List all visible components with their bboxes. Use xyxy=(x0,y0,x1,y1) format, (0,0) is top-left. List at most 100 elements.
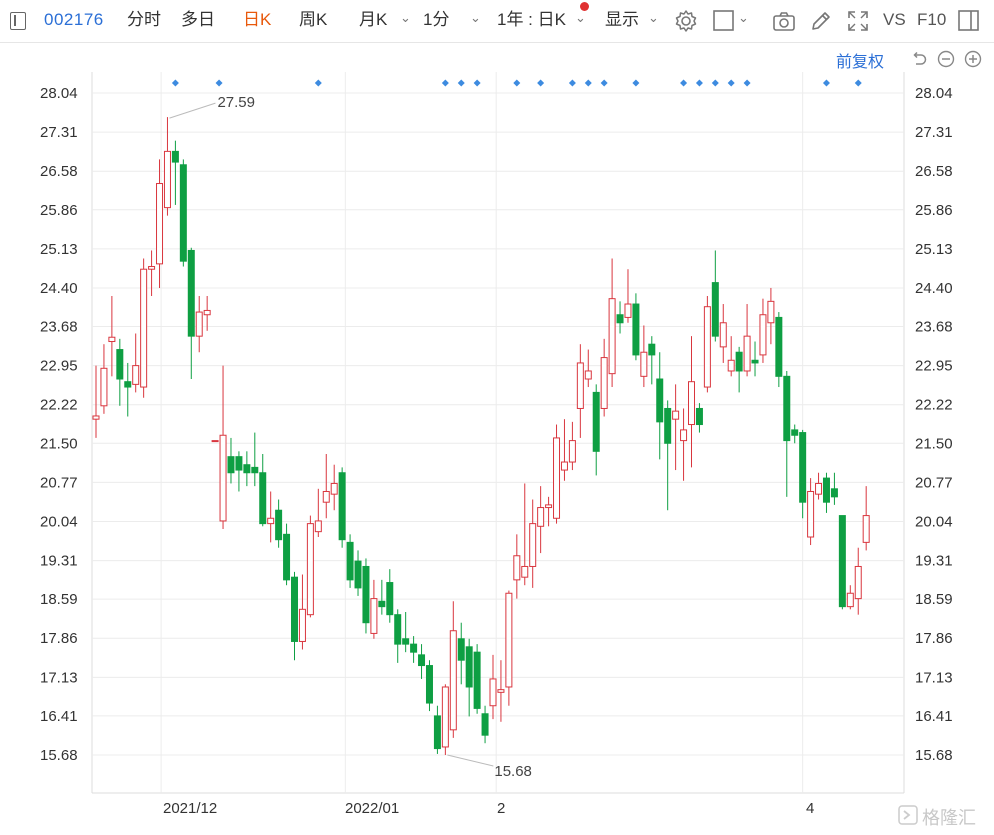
candle xyxy=(513,534,521,599)
candle xyxy=(433,705,441,754)
candle-body xyxy=(346,541,354,581)
candle xyxy=(672,384,680,471)
y-tick-label-left: 16.41 xyxy=(40,708,78,725)
chevron-down-icon[interactable]: ⌄ xyxy=(575,10,586,25)
chevron-down-icon[interactable]: ⌄ xyxy=(648,10,659,25)
candle-body xyxy=(791,429,799,436)
candle xyxy=(306,515,314,618)
candle xyxy=(362,558,370,634)
y-tick-label-right: 24.40 xyxy=(915,280,953,297)
candle-body xyxy=(92,415,100,420)
candle-body xyxy=(203,309,211,316)
candle xyxy=(624,269,632,323)
fullscreen-icon[interactable] xyxy=(846,9,870,33)
candle-body xyxy=(537,507,545,527)
candle xyxy=(815,472,823,500)
price-adjust-button[interactable]: 前复权 xyxy=(836,54,885,71)
candle-body xyxy=(838,515,846,608)
tab-intraday[interactable]: 分时 xyxy=(127,10,161,29)
candle-body xyxy=(719,322,727,348)
candle-body xyxy=(521,565,529,578)
event-marker xyxy=(457,79,465,87)
tab-one-minute[interactable]: 1分 xyxy=(423,10,450,29)
pencil-icon[interactable] xyxy=(809,9,833,33)
candle xyxy=(179,159,187,267)
candle xyxy=(791,424,799,444)
candle xyxy=(465,638,473,717)
stock-code[interactable]: 002176 xyxy=(44,10,104,29)
candle-body xyxy=(529,523,537,567)
checkbox-icon[interactable] xyxy=(712,9,736,33)
candle xyxy=(283,523,291,586)
zoom-out-icon[interactable] xyxy=(937,50,955,68)
candle xyxy=(346,534,354,588)
candle-body xyxy=(235,456,243,471)
candle-body xyxy=(648,343,656,356)
candlestick-chart[interactable]: 28.04 28.04 27.31 27.31 26.58 26.58 25.86 25.86… xyxy=(0,42,994,835)
candle xyxy=(314,488,322,538)
candle-body xyxy=(545,504,553,509)
undo-icon[interactable] xyxy=(910,50,928,68)
camera-icon[interactable] xyxy=(772,9,796,33)
y-tick-label-right: 19.31 xyxy=(915,553,953,570)
candle xyxy=(219,365,227,529)
candle xyxy=(616,301,624,334)
tab-weekly-k[interactable]: 周K xyxy=(299,10,328,29)
zoom-in-icon[interactable] xyxy=(964,50,982,68)
candle xyxy=(457,622,465,685)
y-tick-label-left: 17.13 xyxy=(40,669,78,686)
tab-daily-k[interactable]: 日K xyxy=(243,10,272,29)
candle xyxy=(322,453,330,519)
y-tick-label-right: 22.22 xyxy=(915,397,953,414)
candle xyxy=(338,467,346,548)
chevron-down-icon[interactable]: ⌄ xyxy=(400,10,411,25)
y-tick-label-right: 27.31 xyxy=(915,124,953,141)
y-tick-label-right: 17.86 xyxy=(915,630,953,647)
candle-body xyxy=(751,359,759,364)
vs-compare-button[interactable]: VS xyxy=(883,10,906,29)
y-tick-label-left: 20.04 xyxy=(40,513,78,530)
candle-body xyxy=(656,378,664,423)
candle xyxy=(124,362,132,417)
candle-body xyxy=(330,482,338,495)
settings-gear-icon[interactable] xyxy=(674,9,698,33)
y-tick-label-left: 21.50 xyxy=(40,435,78,452)
candle-body xyxy=(171,150,179,163)
candle xyxy=(680,408,688,481)
y-tick-label-left: 18.59 xyxy=(40,591,78,608)
y-tick-label-left: 25.13 xyxy=(40,241,78,258)
candle xyxy=(402,611,410,653)
low-price-label: 15.68 xyxy=(494,763,532,780)
candle-body xyxy=(711,282,719,337)
event-marker xyxy=(695,79,703,87)
y-tick-label-left: 24.40 xyxy=(40,280,78,297)
candle-body xyxy=(664,407,672,444)
notification-dot xyxy=(580,2,589,11)
candle xyxy=(521,483,529,586)
y-tick-label-left: 20.77 xyxy=(40,474,78,491)
candle xyxy=(703,295,711,393)
tab-multi-day[interactable]: 多日 xyxy=(181,10,215,29)
chevron-down-icon[interactable]: ⌄ xyxy=(738,10,749,25)
candle xyxy=(695,403,703,433)
chevron-down-icon[interactable]: ⌄ xyxy=(470,10,481,25)
watermark-logo-icon xyxy=(898,805,918,825)
candle-body xyxy=(108,336,116,343)
candle xyxy=(259,453,267,527)
candle xyxy=(608,258,616,388)
candle-body xyxy=(211,440,219,443)
tab-monthly-k[interactable]: 月K xyxy=(359,10,388,29)
candle-body xyxy=(735,351,743,372)
panel-toggle-icon[interactable] xyxy=(957,9,981,33)
candle xyxy=(243,451,251,487)
sidebar-toggle-icon[interactable] xyxy=(10,12,26,30)
range-select[interactable]: 1年 : 日K xyxy=(497,10,566,29)
candle-body xyxy=(116,349,124,380)
f10-button[interactable]: F10 xyxy=(917,10,947,29)
candle xyxy=(862,486,870,551)
candle xyxy=(799,429,807,519)
candle xyxy=(719,304,727,363)
candle xyxy=(632,293,640,361)
display-menu[interactable]: 显示 xyxy=(605,10,639,29)
candle-body xyxy=(195,311,203,337)
